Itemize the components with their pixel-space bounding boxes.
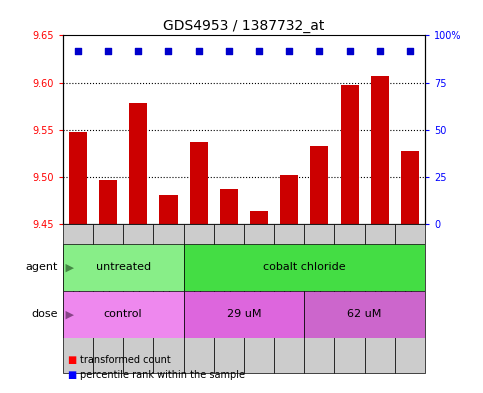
Point — [195, 48, 202, 55]
Text: GSM1240502: GSM1240502 — [73, 273, 83, 324]
Bar — [123, 224, 154, 373]
Bar — [280, 175, 298, 224]
Text: GSM1240510: GSM1240510 — [375, 273, 384, 324]
Bar — [189, 142, 208, 224]
Bar — [274, 224, 304, 373]
Text: GSM1240513: GSM1240513 — [405, 273, 414, 324]
Text: GSM1240507: GSM1240507 — [345, 273, 354, 324]
Text: GSM1240511: GSM1240511 — [164, 273, 173, 324]
Bar — [334, 224, 365, 373]
Title: GDS4953 / 1387732_at: GDS4953 / 1387732_at — [163, 19, 325, 33]
Text: transformed count: transformed count — [80, 354, 170, 365]
Bar — [341, 85, 358, 224]
Text: GSM1240503: GSM1240503 — [194, 273, 203, 324]
Point — [376, 48, 384, 55]
Bar — [129, 103, 147, 224]
Point — [225, 48, 233, 55]
Bar — [244, 224, 274, 373]
Text: GSM1240506: GSM1240506 — [224, 273, 233, 324]
Bar — [311, 146, 328, 224]
Point — [406, 48, 414, 55]
Bar — [184, 244, 425, 291]
Text: GSM1240509: GSM1240509 — [255, 273, 264, 324]
Text: GSM1240508: GSM1240508 — [134, 273, 143, 324]
Bar — [401, 151, 419, 224]
Point — [346, 48, 354, 55]
Text: GSM1240504: GSM1240504 — [315, 273, 324, 324]
Bar — [154, 224, 184, 373]
Bar — [213, 224, 244, 373]
Text: percentile rank within the sample: percentile rank within the sample — [80, 370, 245, 380]
Text: 29 uM: 29 uM — [227, 309, 261, 320]
Point — [315, 48, 323, 55]
Point — [285, 48, 293, 55]
Bar — [184, 291, 304, 338]
Bar — [365, 224, 395, 373]
Text: agent: agent — [26, 262, 58, 272]
Text: untreated: untreated — [96, 262, 151, 272]
Text: 62 uM: 62 uM — [347, 309, 382, 320]
Text: ■: ■ — [68, 354, 77, 365]
Bar — [63, 291, 184, 338]
Bar — [250, 211, 268, 224]
Text: GSM1240512: GSM1240512 — [284, 273, 294, 324]
Bar — [69, 132, 87, 224]
Point — [104, 48, 112, 55]
Point — [74, 48, 82, 55]
Bar — [63, 224, 93, 373]
Bar — [371, 76, 389, 224]
Bar — [304, 224, 334, 373]
Text: GSM1240505: GSM1240505 — [103, 273, 113, 324]
Bar — [184, 224, 213, 373]
Bar — [159, 195, 178, 224]
Bar — [395, 224, 425, 373]
Text: ▶: ▶ — [62, 262, 74, 272]
Bar — [63, 244, 184, 291]
Point — [134, 48, 142, 55]
Bar — [220, 189, 238, 224]
Bar — [99, 180, 117, 224]
Text: ▶: ▶ — [62, 309, 74, 320]
Text: control: control — [104, 309, 142, 320]
Text: dose: dose — [31, 309, 58, 320]
Bar — [304, 291, 425, 338]
Text: cobalt chloride: cobalt chloride — [263, 262, 346, 272]
Point — [165, 48, 172, 55]
Bar — [93, 224, 123, 373]
Text: ■: ■ — [68, 370, 77, 380]
Point — [255, 48, 263, 55]
